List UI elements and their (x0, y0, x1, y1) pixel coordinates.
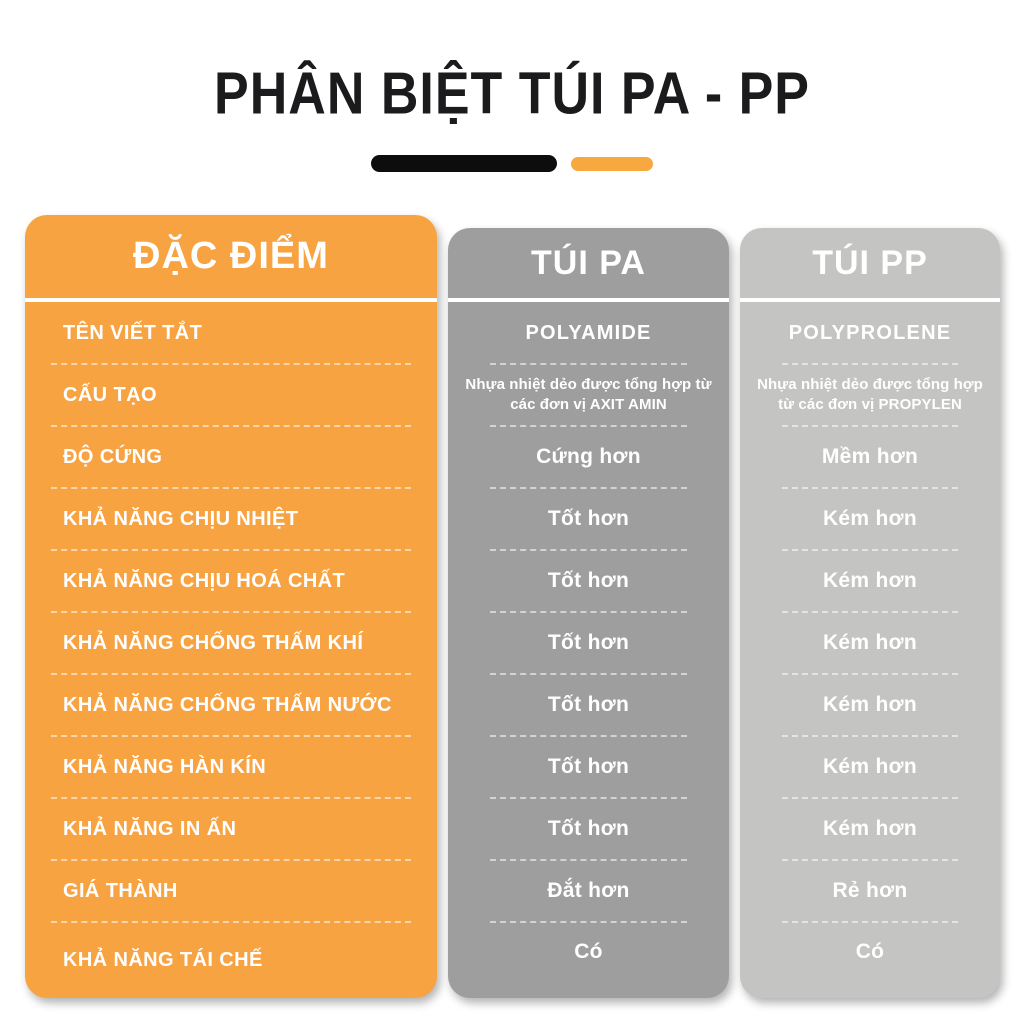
feature-cell: ĐỘ CỨNG (25, 426, 437, 489)
pp-cell: Kém hơn (740, 550, 1000, 613)
underline-bar-black (371, 155, 557, 172)
pp-cell: Nhựa nhiệt dẻo được tổng hợp từ các đơn … (740, 364, 1000, 427)
pp-cell: Rẻ hơn (740, 860, 1000, 923)
features-column: ĐẶC ĐIỂM TÊN VIẾT TẮT CẤU TẠO ĐỘ CỨNG KH… (25, 215, 437, 998)
page-title: PHÂN BIỆT TÚI PA - PP (214, 60, 810, 128)
title-block: PHÂN BIỆT TÚI PA - PP (0, 61, 1024, 127)
pa-cell: Tốt hơn (448, 674, 729, 737)
pa-cell: Tốt hơn (448, 488, 729, 551)
title-underline (0, 155, 1024, 172)
pa-cell: POLYAMIDE (448, 302, 729, 365)
pp-cell: POLYPROLENE (740, 302, 1000, 365)
pp-cell: Kém hơn (740, 736, 1000, 799)
pa-rows: POLYAMIDE Nhựa nhiệt dẻo được tổng hợp t… (448, 302, 729, 998)
feature-cell: KHẢ NĂNG CHỊU HOÁ CHẤT (25, 550, 437, 613)
pa-cell: Tốt hơn (448, 550, 729, 613)
features-rows: TÊN VIẾT TẮT CẤU TẠO ĐỘ CỨNG KHẢ NĂNG CH… (25, 302, 437, 998)
pa-cell: Cứng hơn (448, 426, 729, 489)
feature-cell: KHẢ NĂNG TÁI CHẾ (63, 949, 263, 971)
feature-cell: KHẢ NĂNG CHỐNG THẤM NƯỚC (25, 674, 437, 737)
feature-cell: KHẢ NĂNG HÀN KÍN (25, 736, 437, 799)
pp-cell: Mềm hơn (740, 426, 1000, 489)
pa-column-header: TÚI PA (448, 228, 729, 302)
feature-cell: KHẢ NĂNG IN ẤN (25, 798, 437, 861)
feature-cell: KHẢ NĂNG CHỊU NHIỆT (25, 488, 437, 551)
underline-bar-orange (571, 156, 653, 171)
pa-column: TÚI PA POLYAMIDE Nhựa nhiệt dẻo được tổn… (448, 228, 729, 998)
features-column-header: ĐẶC ĐIỂM (25, 215, 437, 302)
feature-cell: TÊN VIẾT TẮT (25, 302, 437, 365)
feature-cell: GIÁ THÀNH (25, 860, 437, 923)
pa-cell: Đắt hơn (448, 860, 729, 923)
pp-column-header: TÚI PP (740, 228, 1000, 302)
pp-cell: Kém hơn (740, 488, 1000, 551)
pp-cell: Có (855, 940, 885, 963)
pp-column: TÚI PP POLYPROLENE Nhựa nhiệt dẻo được t… (740, 228, 1000, 998)
pa-cell: Tốt hơn (448, 736, 729, 799)
pa-cell: Có (574, 940, 603, 963)
feature-cell: CẤU TẠO (25, 364, 437, 427)
pa-cell: Tốt hơn (448, 798, 729, 861)
feature-cell: KHẢ NĂNG CHỐNG THẤM KHÍ (25, 612, 437, 675)
pp-cell: Kém hơn (740, 612, 1000, 675)
pa-cell: Tốt hơn (448, 612, 729, 675)
pp-rows: POLYPROLENE Nhựa nhiệt dẻo được tổng hợp… (740, 302, 1000, 998)
pp-cell: Kém hơn (740, 798, 1000, 861)
pa-cell: Nhựa nhiệt dẻo được tổng hợp từ các đơn … (448, 364, 729, 427)
pp-cell: Kém hơn (740, 674, 1000, 737)
